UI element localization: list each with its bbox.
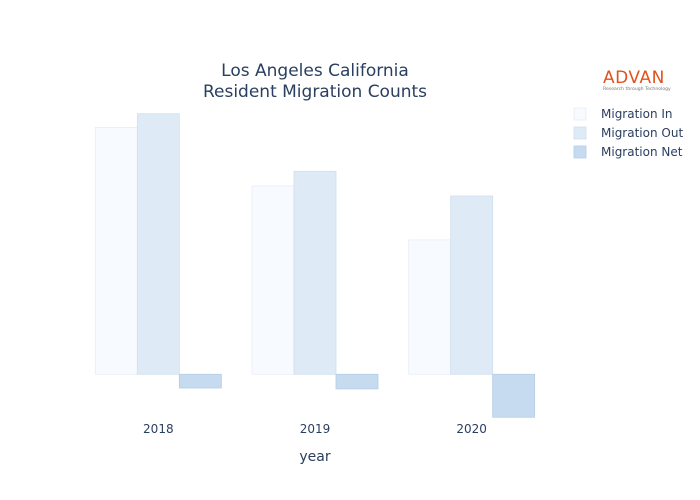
x-axis-title: year xyxy=(299,449,330,465)
plot-area xyxy=(94,113,536,418)
legend-label[interactable]: Migration Out xyxy=(601,126,683,140)
legend-swatch[interactable] xyxy=(573,126,587,140)
bar-migration-net-2019[interactable] xyxy=(335,373,379,390)
bar-migration-net-2020[interactable] xyxy=(492,373,536,418)
legend-swatch[interactable] xyxy=(573,107,587,121)
legend[interactable]: Migration In Migration Out Migration Net xyxy=(573,107,683,159)
x-tick-label: 2019 xyxy=(300,422,331,436)
logo-tagline: Research through Technology xyxy=(603,86,671,92)
logo-brand: ADVAN xyxy=(603,68,665,88)
chart-title-line-1: Los Angeles California xyxy=(221,61,409,81)
legend-swatch[interactable] xyxy=(573,145,587,159)
x-axis-ticks: 2018 2019 2020 xyxy=(143,422,487,436)
bar-migration-out-2019[interactable] xyxy=(293,170,337,375)
bar-migration-out-2020[interactable] xyxy=(450,195,494,375)
bar-migration-in-2018[interactable] xyxy=(94,127,138,375)
x-tick-label: 2018 xyxy=(143,422,174,436)
advan-logo: ADVAN Research through Technology xyxy=(603,68,671,92)
bar-migration-in-2020[interactable] xyxy=(408,239,452,375)
x-tick-label: 2020 xyxy=(456,422,487,436)
legend-label[interactable]: Migration In xyxy=(601,107,673,121)
legend-label[interactable]: Migration Net xyxy=(601,145,683,159)
bar-migration-net-2018[interactable] xyxy=(178,373,222,389)
bar-migration-out-2018[interactable] xyxy=(136,113,180,375)
bar-migration-in-2019[interactable] xyxy=(251,185,295,375)
chart-title-line-2: Resident Migration Counts xyxy=(203,82,427,102)
